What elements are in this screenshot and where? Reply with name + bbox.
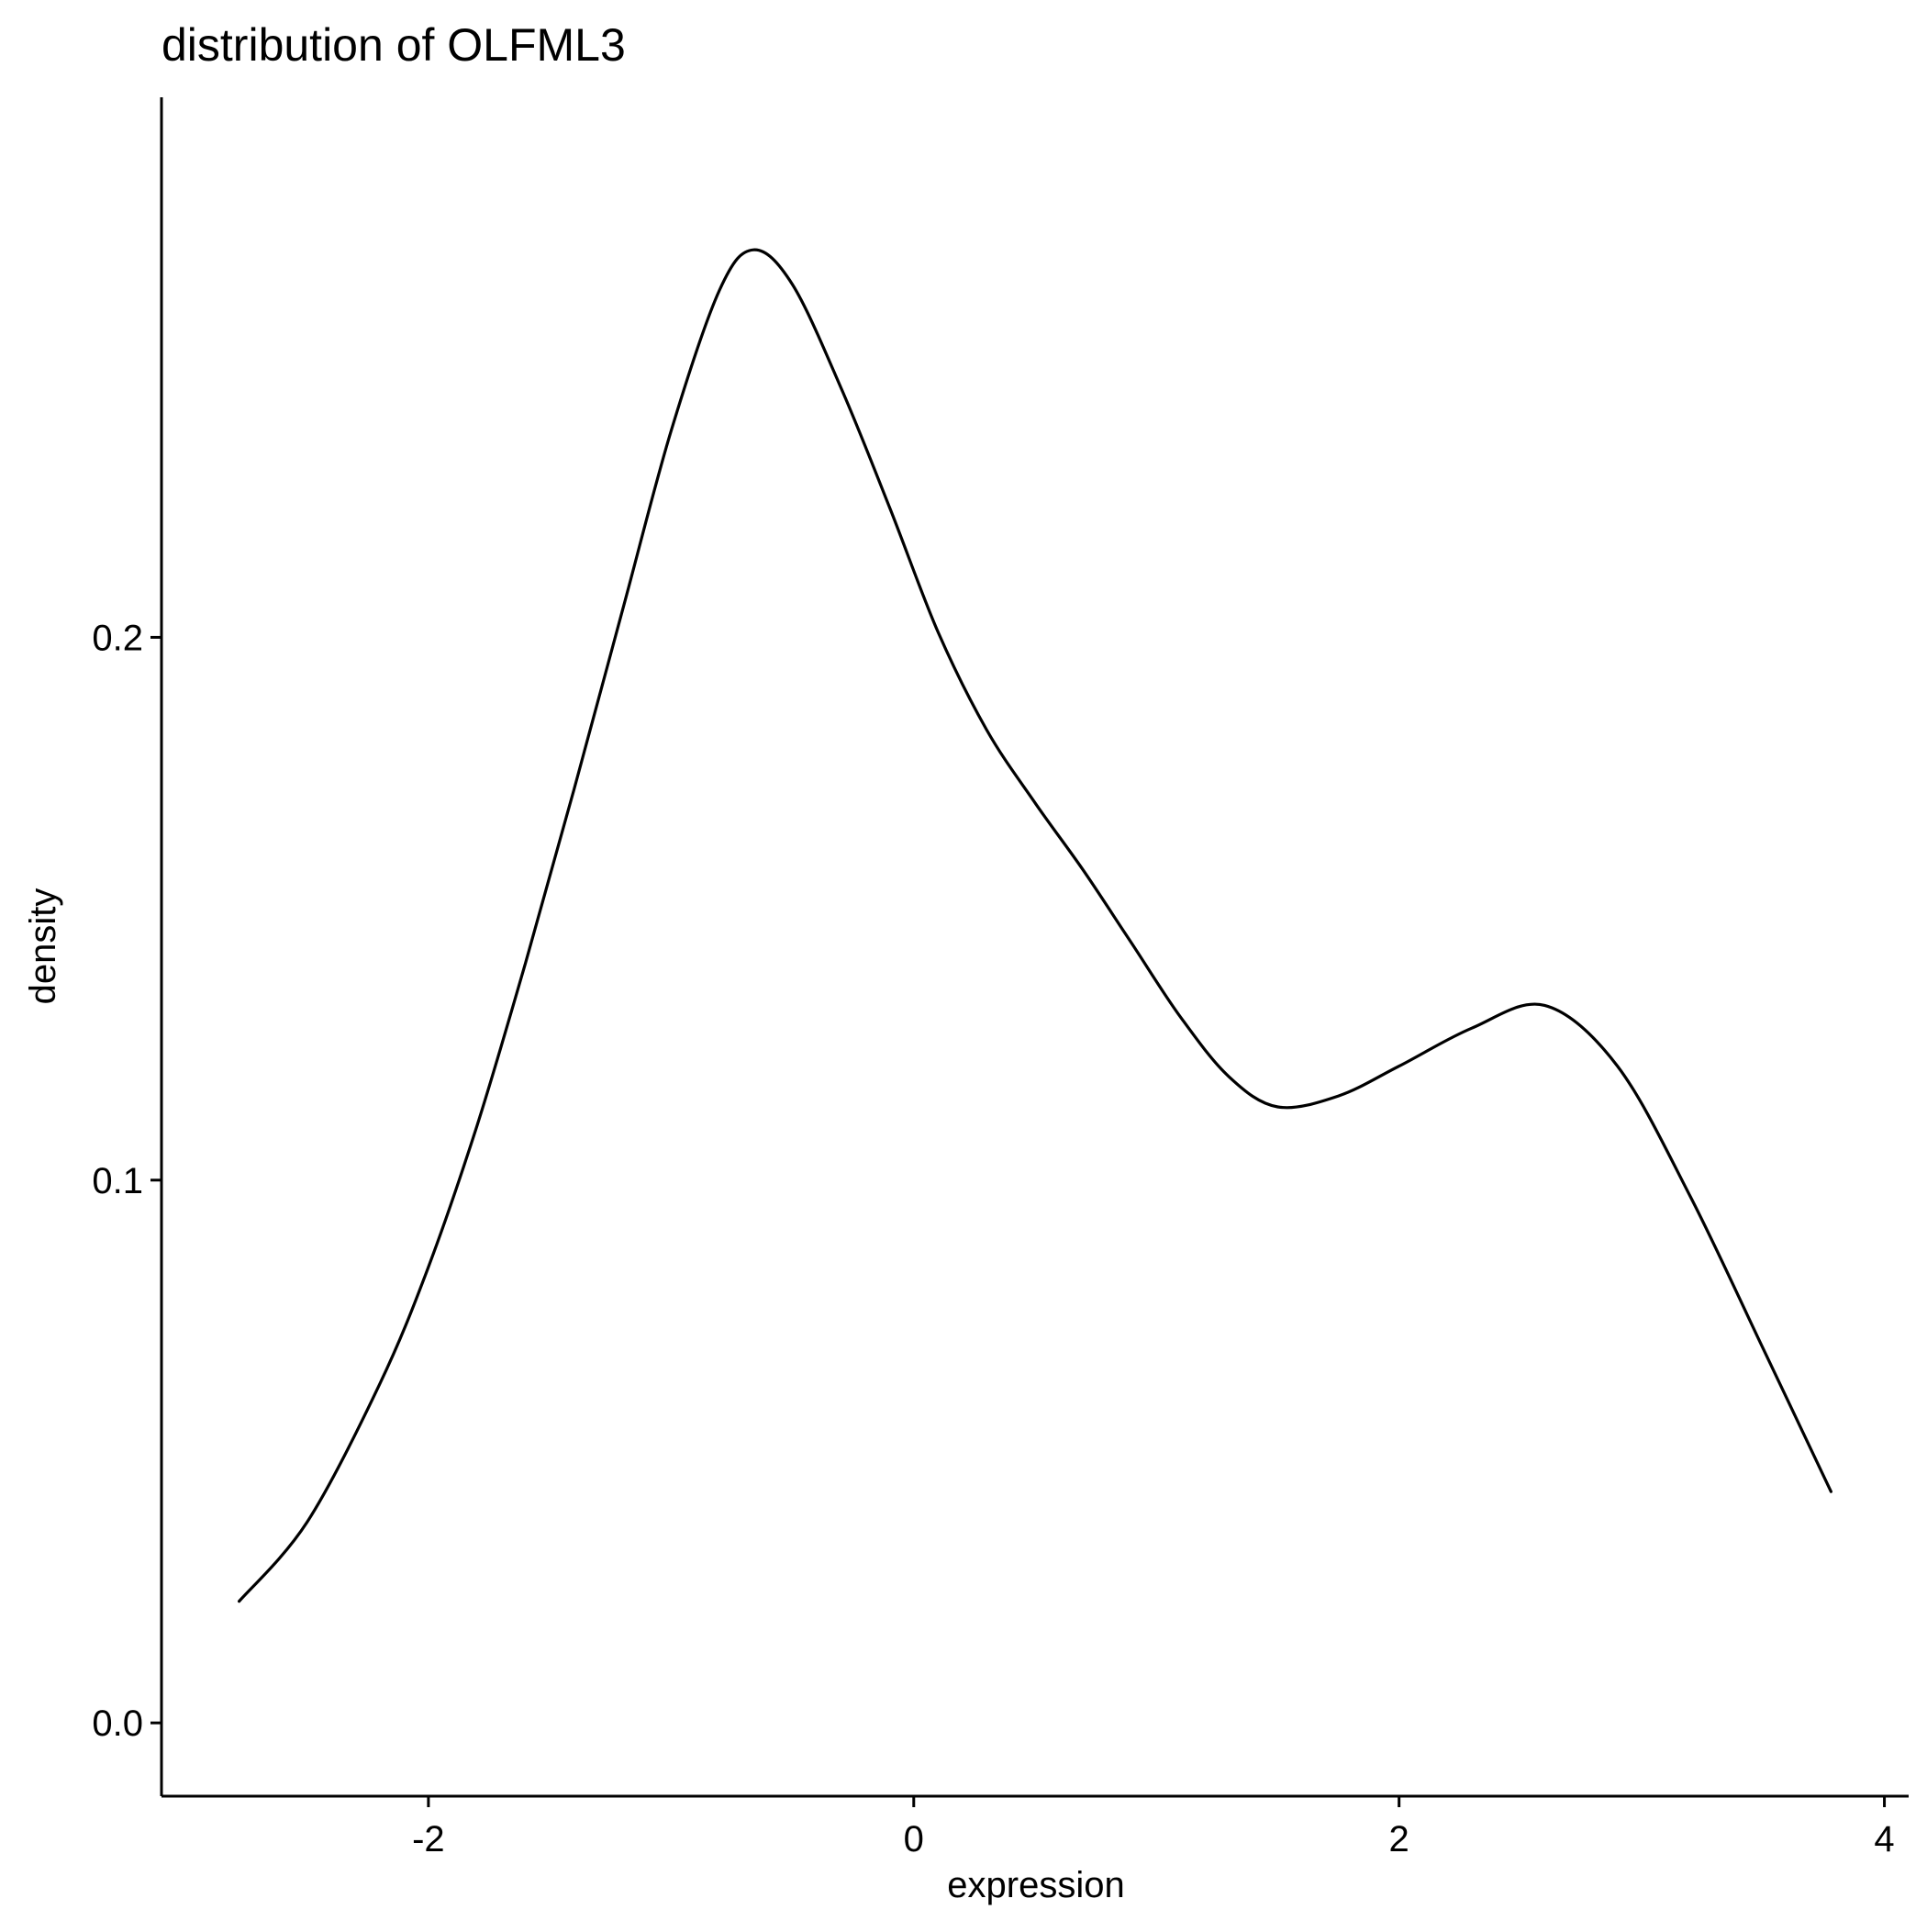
x-tick-label: 0 (904, 1819, 924, 1859)
y-axis-title: density (23, 888, 63, 1005)
x-axis-ticks: -2 0 2 4 (412, 1796, 1895, 1859)
y-axis-ticks: 0.0 0.1 0.2 (92, 618, 162, 1744)
x-tick-label: 2 (1389, 1819, 1409, 1859)
x-axis-title: expression (947, 1865, 1124, 1905)
y-tick-label: 0.0 (92, 1703, 143, 1744)
density-curve (238, 248, 1832, 1603)
y-tick-label: 0.2 (92, 618, 143, 658)
x-tick-label: 4 (1874, 1819, 1894, 1859)
chart-title: distribution of OLFML3 (162, 19, 626, 71)
x-tick-label: -2 (412, 1819, 445, 1859)
y-tick-label: 0.1 (92, 1161, 143, 1201)
